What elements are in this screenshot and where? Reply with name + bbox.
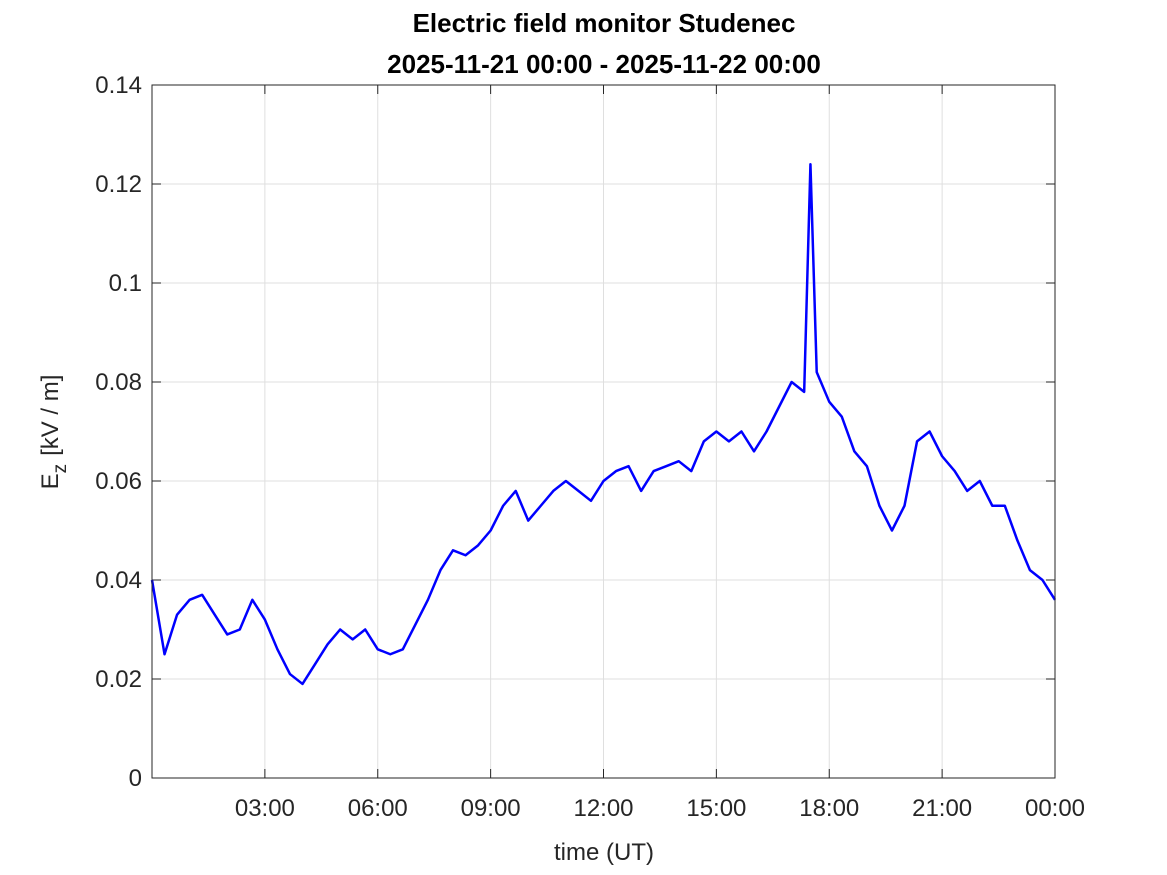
y-tick-label: 0.1 [109,270,142,297]
plot-frame [151,84,1056,779]
y-tick-label: 0.06 [95,468,142,495]
y-label-unit: [kV / m] [37,375,64,456]
x-tick-label: 00:00 [1025,795,1085,822]
x-axis-label: time (UT) [554,839,654,866]
x-tick-label: 03:00 [235,795,295,822]
x-tick-label: 18:00 [799,795,859,822]
y-label-symbol: E [37,473,64,489]
x-tick-label: 15:00 [686,795,746,822]
y-tick-label: 0.14 [95,72,142,99]
y-tick-label: 0.02 [95,666,142,693]
y-tick-label: 0 [129,765,142,792]
y-tick-label: 0.12 [95,171,142,198]
y-tick-label: 0.08 [95,369,142,396]
x-tick-label: 12:00 [573,795,633,822]
chart-subtitle: 2025-11-21 00:00 - 2025-11-22 00:00 [387,49,821,79]
y-label-subscript: z [50,464,71,474]
y-tick-label: 0.04 [95,567,142,594]
x-tick-label: 09:00 [461,795,521,822]
x-tick-label: 21:00 [912,795,972,822]
data-line [150,162,1057,686]
x-tick-label: 06:00 [348,795,408,822]
chart-title: Electric field monitor Studenec [413,8,796,38]
y-axis-label: Ez [kV / m] [37,375,71,490]
